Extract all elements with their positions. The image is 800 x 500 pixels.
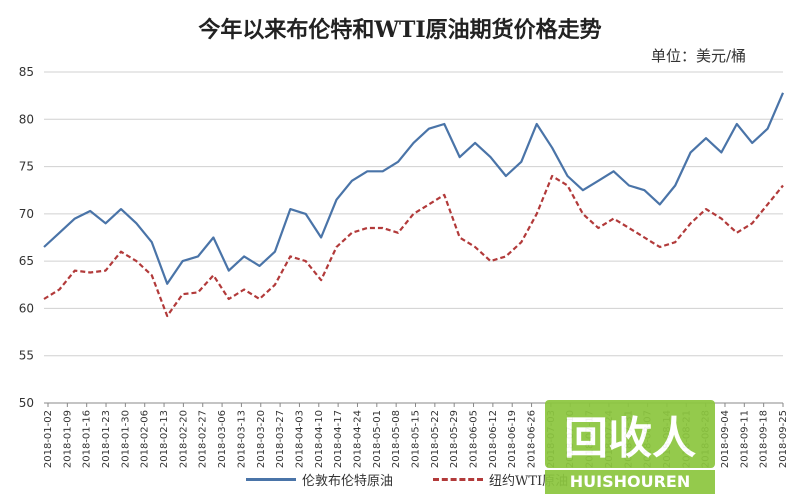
y-tick-label: 55	[19, 349, 34, 363]
x-tick-label: 2018-02-20	[178, 410, 189, 468]
x-tick-label: 2018-06-12	[488, 410, 499, 468]
x-tick-label: 2018-09-04	[720, 410, 731, 468]
x-tick-label: 2018-06-05	[469, 410, 480, 468]
x-tick-label: 2018-03-27	[275, 410, 286, 468]
x-tick-label: 2018-03-13	[236, 410, 247, 468]
y-tick-label: 60	[19, 301, 34, 315]
x-tick-label: 2018-01-30	[120, 410, 131, 468]
watermark-logo: 回收人 HUISHOUREN	[545, 400, 715, 495]
x-tick-label: 2018-05-01	[372, 410, 383, 468]
series-line-1	[43, 174, 784, 318]
x-tick-label: 2018-02-13	[159, 410, 170, 468]
legend-swatch-wti	[433, 478, 484, 481]
x-tick-label: 2018-02-06	[140, 410, 151, 468]
x-tick-label: 2018-01-23	[101, 410, 112, 468]
x-tick-label: 2018-01-16	[82, 410, 93, 468]
x-tick-label: 2018-03-20	[256, 410, 267, 468]
unit-label: 单位：美元/桶	[650, 47, 746, 65]
x-tick-label: 2018-04-17	[333, 410, 344, 468]
x-tick-label: 2018-06-26	[527, 410, 538, 468]
y-tick-label: 80	[19, 112, 34, 126]
x-tick-label: 2018-05-15	[411, 410, 422, 468]
x-tick-label: 2018-04-03	[294, 410, 305, 468]
x-tick-label: 2018-05-22	[430, 410, 441, 468]
x-tick-label: 2018-03-06	[217, 410, 228, 468]
legend-label-brent: 伦敦布伦特原油	[302, 474, 394, 489]
y-tick-label: 75	[19, 160, 34, 174]
x-tick-label: 2018-04-24	[352, 410, 363, 468]
x-tick-label: 2018-05-08	[391, 410, 402, 468]
x-tick-label: 2018-05-29	[449, 410, 460, 468]
x-tick-label: 2018-09-25	[778, 410, 789, 468]
chart-title: 今年以来布伦特和WTI原油期货价格走势	[198, 17, 602, 43]
x-tick-label: 2018-06-19	[507, 410, 518, 468]
y-tick-label: 50	[19, 396, 34, 410]
legend-item-brent: 伦敦布伦特原油	[246, 470, 393, 489]
chart-legend: 伦敦布伦特原油 纽约WTI原油	[246, 470, 568, 489]
x-tick-label: 2018-09-11	[739, 410, 750, 468]
y-tick-label: 65	[19, 254, 34, 268]
series-line-0	[43, 92, 785, 285]
x-tick-label: 2018-09-18	[759, 410, 770, 468]
legend-swatch-brent	[246, 478, 296, 481]
y-tick-label: 85	[19, 65, 34, 79]
x-tick-label: 2018-02-27	[198, 410, 209, 468]
x-tick-label: 2018-04-10	[314, 410, 325, 468]
watermark-logo-mark: 回收人	[545, 400, 715, 468]
x-tick-label: 2018-01-02	[43, 410, 54, 468]
y-tick-label: 70	[19, 207, 34, 221]
watermark-brand-text: HUISHOUREN	[545, 470, 715, 494]
x-tick-label: 2018-01-09	[62, 410, 73, 468]
